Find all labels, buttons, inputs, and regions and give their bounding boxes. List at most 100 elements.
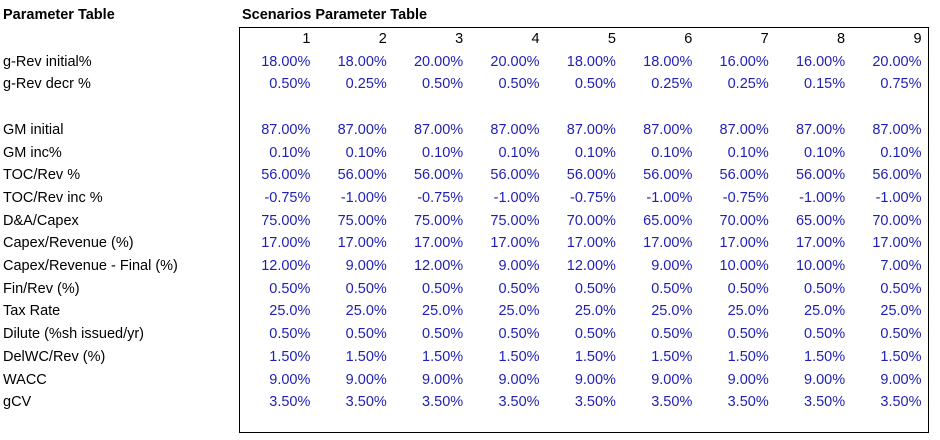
scenario-number-9: 9 xyxy=(913,31,922,47)
value-cell: 1.50% xyxy=(345,348,387,365)
value-cell: 56.00% xyxy=(719,167,769,184)
value-cell: 25.0% xyxy=(269,303,311,320)
value-cell: 20.00% xyxy=(490,53,540,70)
value-cell: 0.50% xyxy=(880,326,922,343)
value-cell: 0.50% xyxy=(574,326,616,343)
value-cell: 3.50% xyxy=(269,394,311,411)
value-cell: 75.00% xyxy=(490,212,540,229)
value-cell: 0.50% xyxy=(804,326,846,343)
value-cell: -0.75% xyxy=(264,189,311,206)
value-cell: 3.50% xyxy=(880,394,922,411)
value-cell: 87.00% xyxy=(719,121,769,138)
table-row: GM initial 87.00% 87.00% 87.00% 87.00% 87.00%… xyxy=(0,119,927,142)
value-cell: 75.00% xyxy=(337,212,387,229)
value-cell: 0.50% xyxy=(422,280,464,297)
row-label: D&A/Capex xyxy=(3,212,79,229)
row-label: Dilute (%sh issued/yr) xyxy=(3,326,145,343)
value-cell: 17.00% xyxy=(490,235,540,252)
value-cell: -0.75% xyxy=(417,189,464,206)
value-cell: 0.50% xyxy=(498,76,540,93)
value-cell: 3.50% xyxy=(574,394,616,411)
row-label: Capex/Revenue (%) xyxy=(3,235,134,252)
table-row: D&A/Capex 75.00% 75.00% 75.00% 75.00% 70.00% 6… xyxy=(0,210,927,233)
table-row: Fin/Rev (%) 0.50% 0.50% 0.50% 0.50% 0.50% 0.50… xyxy=(0,278,927,301)
value-cell: 56.00% xyxy=(413,167,464,184)
value-cell xyxy=(315,96,391,119)
parameter-table: 1 2 3 4 5 6 7 8 9 g-Rev initial% 18.00% 18.00% 20.00… xyxy=(0,28,927,414)
value-cell: 9.00% xyxy=(498,258,540,275)
parameter-table-title: Parameter Table xyxy=(3,7,115,23)
value-cell: 0.10% xyxy=(345,144,387,161)
value-cell: 87.00% xyxy=(872,121,922,138)
value-cell: 25.0% xyxy=(498,303,540,320)
table-row: WACC 9.00% 9.00% 9.00% 9.00% 9.00% 9.00% 9.00% 9… xyxy=(0,369,927,392)
value-cell: 9.00% xyxy=(727,371,769,388)
value-cell: 9.00% xyxy=(651,371,693,388)
value-cell: 0.50% xyxy=(269,326,311,343)
value-cell: 3.50% xyxy=(727,394,769,411)
value-cell: 3.50% xyxy=(345,394,387,411)
value-cell: 0.50% xyxy=(880,280,922,297)
value-cell: 87.00% xyxy=(261,121,311,138)
value-cell: 3.50% xyxy=(498,394,540,411)
value-cell: 56.00% xyxy=(261,167,311,184)
value-cell: 20.00% xyxy=(872,53,922,70)
scenario-number-8: 8 xyxy=(837,31,846,47)
value-cell: 87.00% xyxy=(566,121,616,138)
scenario-number-3: 3 xyxy=(455,31,464,47)
table-row: GM inc% 0.10% 0.10% 0.10% 0.10% 0.10% 0.10% 0.1… xyxy=(0,142,927,165)
value-cell: 0.50% xyxy=(727,280,769,297)
row-label: Capex/Revenue - Final (%) xyxy=(3,258,178,275)
value-cell xyxy=(697,96,773,119)
value-cell xyxy=(468,96,544,119)
value-cell: 12.00% xyxy=(261,258,311,275)
value-cell: 12.00% xyxy=(566,258,616,275)
value-cell: 0.75% xyxy=(880,76,922,93)
row-label xyxy=(0,96,239,119)
header-label-cell xyxy=(0,28,239,51)
value-cell: 0.10% xyxy=(422,144,464,161)
value-cell xyxy=(545,96,621,119)
value-cell: 17.00% xyxy=(643,235,693,252)
row-label: Fin/Rev (%) xyxy=(3,280,80,297)
value-cell: 56.00% xyxy=(490,167,540,184)
value-cell: 18.00% xyxy=(261,53,311,70)
value-cell: 0.10% xyxy=(498,144,540,161)
scenario-number-6: 6 xyxy=(684,31,693,47)
row-label: WACC xyxy=(3,371,47,388)
value-cell: 9.00% xyxy=(269,371,311,388)
value-cell: 87.00% xyxy=(337,121,387,138)
value-cell: 75.00% xyxy=(413,212,464,229)
value-cell: 56.00% xyxy=(872,167,922,184)
value-cell: 0.50% xyxy=(498,326,540,343)
table-row: gCV 3.50% 3.50% 3.50% 3.50% 3.50% 3.50% 3.50% 3.… xyxy=(0,391,927,414)
value-cell: 0.10% xyxy=(804,144,846,161)
value-cell: 56.00% xyxy=(643,167,693,184)
value-cell: 0.25% xyxy=(727,76,769,93)
scenario-number-2: 2 xyxy=(378,31,387,47)
value-cell xyxy=(850,96,926,119)
value-cell: -1.00% xyxy=(875,189,922,206)
scenarios-table-title: Scenarios Parameter Table xyxy=(242,7,428,23)
value-cell: 0.15% xyxy=(804,76,846,93)
table-row: g-Rev decr % 0.50% 0.25% 0.50% 0.50% 0.50% 0.2… xyxy=(0,73,927,96)
value-cell: 25.0% xyxy=(574,303,616,320)
value-cell: -1.00% xyxy=(340,189,387,206)
value-cell: 25.0% xyxy=(727,303,769,320)
value-cell: 0.10% xyxy=(651,144,693,161)
row-label: DelWC/Rev (%) xyxy=(3,348,106,365)
value-cell: 0.50% xyxy=(269,76,311,93)
value-cell: 17.00% xyxy=(261,235,311,252)
row-label: GM initial xyxy=(3,121,64,138)
value-cell: 9.00% xyxy=(345,371,387,388)
value-cell: 70.00% xyxy=(872,212,922,229)
scenario-number-4: 4 xyxy=(531,31,540,47)
value-cell: 1.50% xyxy=(651,348,693,365)
value-cell: 9.00% xyxy=(422,371,464,388)
value-cell: 1.50% xyxy=(422,348,464,365)
table-row: Capex/Revenue - Final (%) 12.00% 9.00% 12.0… xyxy=(0,255,927,278)
value-cell: 9.00% xyxy=(880,371,922,388)
value-cell: -1.00% xyxy=(799,189,846,206)
value-cell: 17.00% xyxy=(795,235,846,252)
value-cell: -1.00% xyxy=(493,189,540,206)
